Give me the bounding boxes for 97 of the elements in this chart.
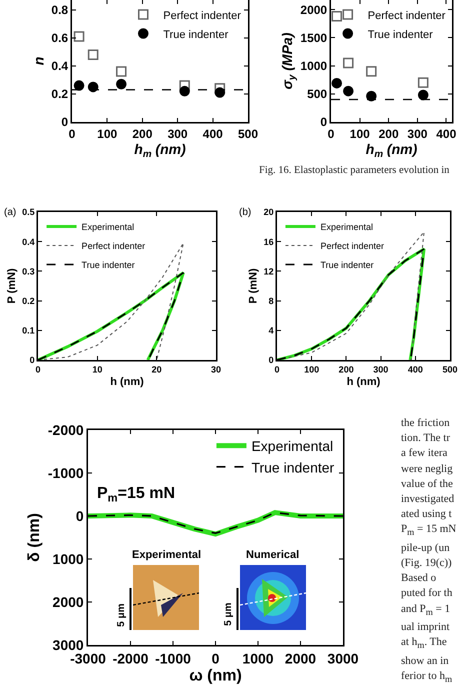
x-tick-label: 10 [92, 364, 102, 374]
x-axis-title: h (nm) [346, 376, 381, 388]
y-tick-label: 0.2 [22, 296, 35, 306]
y-tick-label: 4 [268, 326, 274, 336]
text: value of the [401, 476, 454, 492]
x-tick-label: 500 [238, 126, 258, 141]
annotation: Numerical [246, 549, 300, 561]
y-tick-label: 0 [320, 115, 328, 130]
y-axis-title: P (mN) [248, 268, 260, 304]
x-tick-label: 400 [408, 364, 423, 374]
y-tick-label: -2000 [48, 422, 84, 438]
y-axis-title: δ (nm) [26, 513, 44, 562]
legend-label: True indenter [251, 459, 335, 476]
text: tion. The tr [401, 431, 451, 446]
x-tick-label: 200 [378, 126, 399, 141]
text: at h$_{m}$. The [401, 635, 448, 652]
legend-label: Perfect indenter [320, 241, 384, 252]
x-tick-label: 200 [132, 126, 153, 141]
text: (b) [239, 207, 252, 218]
annotation: 5 μm [116, 603, 128, 627]
x-tick-label: 30 [210, 364, 222, 374]
text: and P$_{m}$ = 1 [401, 602, 452, 619]
y-tick-label: 20 [264, 207, 274, 218]
text: (Fig. 19(c)) [401, 556, 453, 572]
x-axis-title: h (nm) [110, 376, 144, 388]
x-tick-label: 100 [97, 126, 118, 141]
y-tick-label: 0.4 [22, 236, 35, 247]
text: show an in [401, 654, 450, 669]
y-tick-label: 0 [76, 508, 84, 524]
legend-label: Experimental [82, 222, 134, 232]
annotation: P$_{m}$=15 mN [97, 485, 175, 504]
y-tick-label: 1000 [52, 550, 84, 567]
x-tick-label: 500 [442, 364, 458, 374]
text: investigated [401, 492, 456, 508]
legend-label: Perfect indenter [163, 10, 242, 22]
x-tick-label: 3000 [327, 650, 359, 666]
x-tick-label: -1000 [155, 650, 192, 666]
text: Based o [401, 571, 438, 586]
y-tick-label: 0.2 [51, 87, 68, 102]
y-tick-label: 1500 [300, 30, 328, 45]
x-tick-label: 2000 [284, 650, 316, 666]
x-tick-label: 400 [436, 126, 457, 141]
legend-label: Perfect indenter [82, 241, 146, 252]
y-tick-label: 0.8 [51, 3, 68, 18]
text: the friction [401, 416, 451, 431]
y-tick-label: 0.1 [22, 326, 35, 336]
x-axis-title: ω (nm) [189, 668, 242, 685]
annotation: Experimental [132, 549, 202, 561]
text: P$_{m}$ = 15 mN [401, 522, 458, 540]
legend-label: Perfect indenter [368, 10, 446, 22]
y-tick-label: 0 [30, 355, 35, 366]
y-axis-title: n [30, 56, 46, 66]
y-tick-label: 0.6 [51, 31, 68, 46]
annotation: 5 μm [223, 602, 234, 626]
x-tick-label: 200 [338, 364, 354, 374]
x-tick-label: -3000 [70, 650, 106, 666]
x-tick-label: 300 [407, 126, 428, 141]
legend-label: Experimental [320, 222, 373, 232]
x-axis-title: h$_{m}$ (nm) [134, 140, 186, 160]
x-tick-label: 300 [168, 126, 188, 141]
x-axis-title: h$_{m}$ (nm) [366, 140, 418, 160]
y-axis-title: P (mN) [6, 268, 18, 304]
caption: Fig. 16. Elastoplastic parameters evolution in [259, 165, 450, 176]
y-tick-label: 500 [307, 87, 328, 102]
legend-label: Experimental [251, 438, 334, 454]
y-tick-label: 3000 [52, 636, 84, 653]
y-tick-label: 0.3 [22, 266, 35, 276]
y-tick-label: 2000 [300, 2, 328, 17]
x-tick-label: -2000 [112, 650, 149, 666]
legend-label: True indenter [320, 260, 374, 270]
y-tick-label: 16 [264, 236, 274, 247]
text: puted for th [401, 586, 454, 602]
legend-label: True indenter [368, 28, 434, 41]
x-tick-label: 100 [304, 364, 320, 374]
text: a few itera [401, 446, 448, 462]
x-tick-label: 400 [202, 126, 224, 141]
legend-label: True indenter [82, 260, 135, 270]
x-tick-label: 100 [350, 126, 370, 141]
text: ual imprint [401, 620, 451, 636]
x-tick-label: 0 [212, 650, 220, 666]
x-tick-label: 20 [152, 364, 162, 374]
y-tick-label: 0 [61, 115, 68, 130]
text: were neglig [401, 462, 454, 477]
x-tick-label: 300 [373, 364, 388, 374]
y-tick-label: -1000 [48, 464, 84, 481]
y-tick-label: 1000 [300, 58, 328, 73]
text: ated using t [401, 507, 453, 522]
y-tick-label: 2000 [52, 594, 84, 610]
text: pile-up (un [401, 540, 451, 556]
legend-label: True indenter [163, 28, 229, 41]
y-tick-label: 8 [268, 296, 274, 306]
y-tick-label: 12 [264, 266, 274, 276]
y-tick-label: 0.5 [22, 207, 35, 218]
y-tick-label: 0 [268, 355, 274, 366]
y-tick-label: 0.4 [51, 59, 68, 74]
text: (a) [4, 207, 16, 218]
text: ferior to h$_{m}$ [401, 668, 454, 685]
